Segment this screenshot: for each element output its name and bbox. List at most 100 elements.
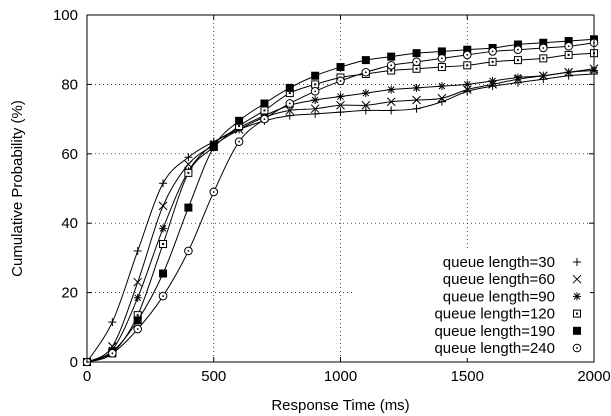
x-tick-label: 2000 bbox=[577, 368, 610, 385]
data-point bbox=[133, 246, 142, 255]
data-point bbox=[386, 97, 396, 107]
legend-marker bbox=[573, 309, 581, 318]
axis-ticks: 0 500 1000 1500 2000 0 20 40 60 80 100 bbox=[53, 7, 611, 385]
legend-background bbox=[352, 248, 590, 358]
data-point bbox=[463, 80, 472, 89]
data-point bbox=[311, 109, 320, 118]
data-point bbox=[159, 269, 168, 278]
legend-marker bbox=[573, 258, 581, 266]
x-tick-label: 1500 bbox=[451, 368, 484, 385]
data-point bbox=[209, 187, 219, 197]
data-point bbox=[437, 54, 447, 63]
y-axis-title: Cumulative Probability (%) bbox=[9, 100, 26, 277]
series-layer bbox=[82, 35, 599, 367]
data-point bbox=[387, 85, 396, 94]
data-point bbox=[108, 318, 117, 327]
data-point bbox=[159, 224, 168, 233]
data-point bbox=[285, 99, 295, 108]
x-tick-label: 0 bbox=[83, 368, 91, 385]
data-point bbox=[285, 111, 294, 120]
data-point bbox=[133, 324, 142, 334]
y-tick-label: 0 bbox=[70, 354, 78, 371]
legend-label: queue length=30 bbox=[443, 254, 555, 271]
data-point bbox=[184, 153, 193, 162]
data-point bbox=[513, 56, 522, 65]
x-tick-label: 500 bbox=[201, 368, 226, 385]
data-point bbox=[437, 63, 446, 72]
data-point bbox=[336, 76, 345, 86]
data-point bbox=[463, 61, 472, 70]
legend-label: queue length=60 bbox=[443, 271, 555, 288]
legend-label: queue length=90 bbox=[443, 288, 555, 305]
data-point bbox=[437, 93, 447, 103]
data-point bbox=[158, 291, 168, 301]
data-point bbox=[412, 104, 421, 113]
data-point bbox=[361, 67, 371, 77]
data-point bbox=[463, 87, 472, 96]
data-point bbox=[209, 142, 218, 151]
data-point bbox=[513, 45, 523, 55]
data-point bbox=[184, 168, 193, 177]
data-point bbox=[235, 116, 244, 125]
data-point bbox=[539, 71, 548, 80]
y-tick-label: 60 bbox=[61, 146, 78, 163]
data-point bbox=[133, 277, 143, 287]
y-tick-label: 40 bbox=[61, 215, 78, 232]
data-point bbox=[361, 89, 370, 98]
legend-marker bbox=[572, 343, 582, 353]
data-point bbox=[158, 201, 168, 211]
data-point bbox=[437, 47, 446, 56]
data-point bbox=[336, 92, 345, 101]
x-axis-title: Response Time (ms) bbox=[271, 397, 409, 414]
data-point bbox=[437, 82, 446, 91]
data-point bbox=[159, 179, 168, 188]
data-point bbox=[159, 240, 168, 249]
data-point bbox=[539, 43, 548, 53]
data-point bbox=[184, 246, 193, 256]
data-point bbox=[564, 68, 573, 77]
data-point bbox=[133, 316, 142, 325]
data-point bbox=[564, 41, 573, 51]
data-point bbox=[234, 137, 244, 146]
data-point bbox=[336, 100, 345, 110]
legend-label: queue length=190 bbox=[434, 323, 555, 340]
data-point bbox=[260, 106, 269, 115]
data-point bbox=[412, 64, 421, 73]
data-point bbox=[336, 108, 345, 117]
data-point bbox=[108, 349, 117, 358]
legend-label: queue length=120 bbox=[434, 306, 555, 323]
data-point bbox=[311, 80, 320, 89]
data-point bbox=[260, 114, 269, 124]
data-point bbox=[488, 57, 497, 66]
data-point bbox=[387, 52, 396, 61]
data-point bbox=[361, 106, 370, 115]
data-point bbox=[386, 61, 396, 70]
legend-label: queue length=240 bbox=[434, 340, 555, 357]
data-point bbox=[133, 293, 142, 302]
data-point bbox=[437, 97, 446, 106]
data-point bbox=[260, 99, 269, 108]
grid bbox=[87, 15, 594, 362]
data-point bbox=[539, 54, 548, 63]
data-point bbox=[361, 56, 370, 65]
data-point bbox=[488, 47, 497, 56]
data-point bbox=[311, 96, 320, 105]
series-6 bbox=[82, 38, 599, 367]
data-point bbox=[513, 73, 522, 82]
data-point bbox=[462, 50, 472, 60]
data-point bbox=[285, 83, 294, 92]
y-tick-label: 80 bbox=[61, 76, 78, 93]
data-point bbox=[412, 57, 421, 67]
data-point bbox=[412, 49, 421, 58]
data-point bbox=[184, 203, 193, 212]
legend-marker bbox=[573, 326, 581, 335]
data-point bbox=[310, 104, 320, 114]
data-point bbox=[361, 100, 371, 110]
y-tick-label: 100 bbox=[53, 7, 78, 24]
data-point bbox=[336, 63, 345, 72]
data-point bbox=[564, 50, 573, 59]
data-point bbox=[310, 87, 320, 96]
legend-marker bbox=[572, 274, 582, 284]
data-point bbox=[412, 95, 421, 105]
